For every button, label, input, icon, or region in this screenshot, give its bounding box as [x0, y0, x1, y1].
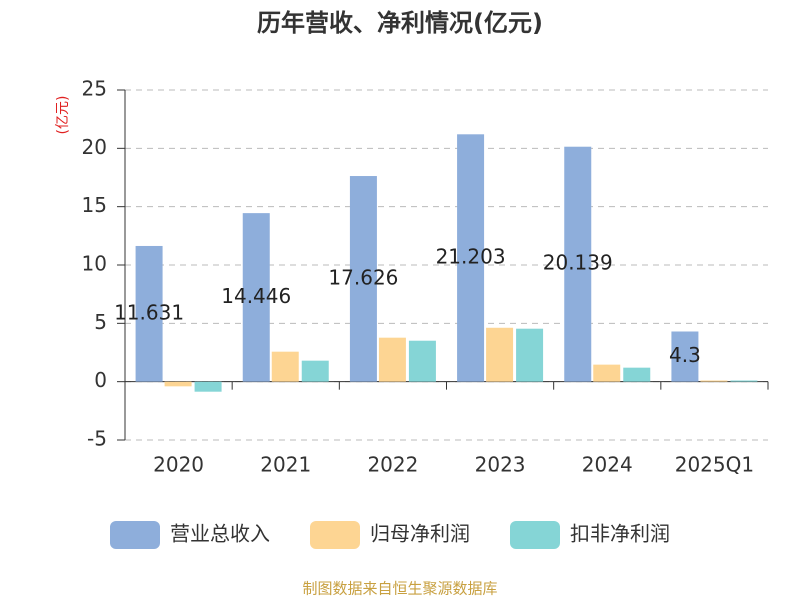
bar: [135, 245, 163, 382]
y-tick-label: -5: [87, 427, 107, 451]
bar: [671, 331, 699, 382]
legend-label: 扣非净利润: [570, 522, 670, 546]
data-label: 4.3: [669, 343, 701, 367]
data-label: 14.446: [221, 284, 291, 308]
bar: [164, 381, 192, 387]
y-tick-label: 20: [82, 135, 107, 159]
data-label: 21.203: [436, 244, 506, 268]
y-tick-label: 15: [82, 193, 107, 217]
bar: [408, 340, 436, 382]
bar: [242, 213, 270, 382]
y-tick-label: 0: [94, 368, 107, 392]
bar: [623, 367, 651, 382]
x-tick-label: 2022: [367, 453, 418, 477]
bar: [457, 134, 485, 382]
x-tick-label: 2021: [260, 453, 311, 477]
data-label: 17.626: [328, 265, 398, 289]
x-tick-label: 2025Q1: [675, 453, 754, 477]
y-tick-label: 10: [82, 252, 107, 276]
bar: [194, 381, 222, 392]
bar: [700, 380, 728, 382]
data-label: 11.631: [114, 300, 184, 324]
legend-label: 归母净利润: [370, 522, 470, 546]
legend-swatch: [110, 521, 160, 549]
bar: [378, 337, 406, 382]
source-note: 制图数据来自恒生聚源数据库: [302, 580, 497, 598]
bar: [301, 360, 329, 382]
x-tick-label: 2023: [475, 453, 526, 477]
y-axis-label: (亿元): [55, 96, 71, 135]
bar: [486, 327, 514, 382]
y-tick-label: 25: [82, 77, 107, 101]
data-label: 20.139: [543, 251, 613, 275]
legend-swatch: [510, 521, 560, 549]
bar: [593, 364, 621, 382]
bar: [349, 176, 377, 382]
x-tick-label: 2024: [582, 453, 633, 477]
bar: [730, 380, 758, 382]
legend-swatch: [310, 521, 360, 549]
bar: [564, 146, 592, 382]
y-tick-label: 5: [94, 310, 107, 334]
bar: [516, 328, 544, 382]
legend-label: 营业总收入: [170, 522, 270, 546]
bar: [271, 351, 299, 382]
chart-title: 历年营收、净利情况(亿元): [257, 9, 543, 37]
x-tick-label: 2020: [153, 453, 204, 477]
